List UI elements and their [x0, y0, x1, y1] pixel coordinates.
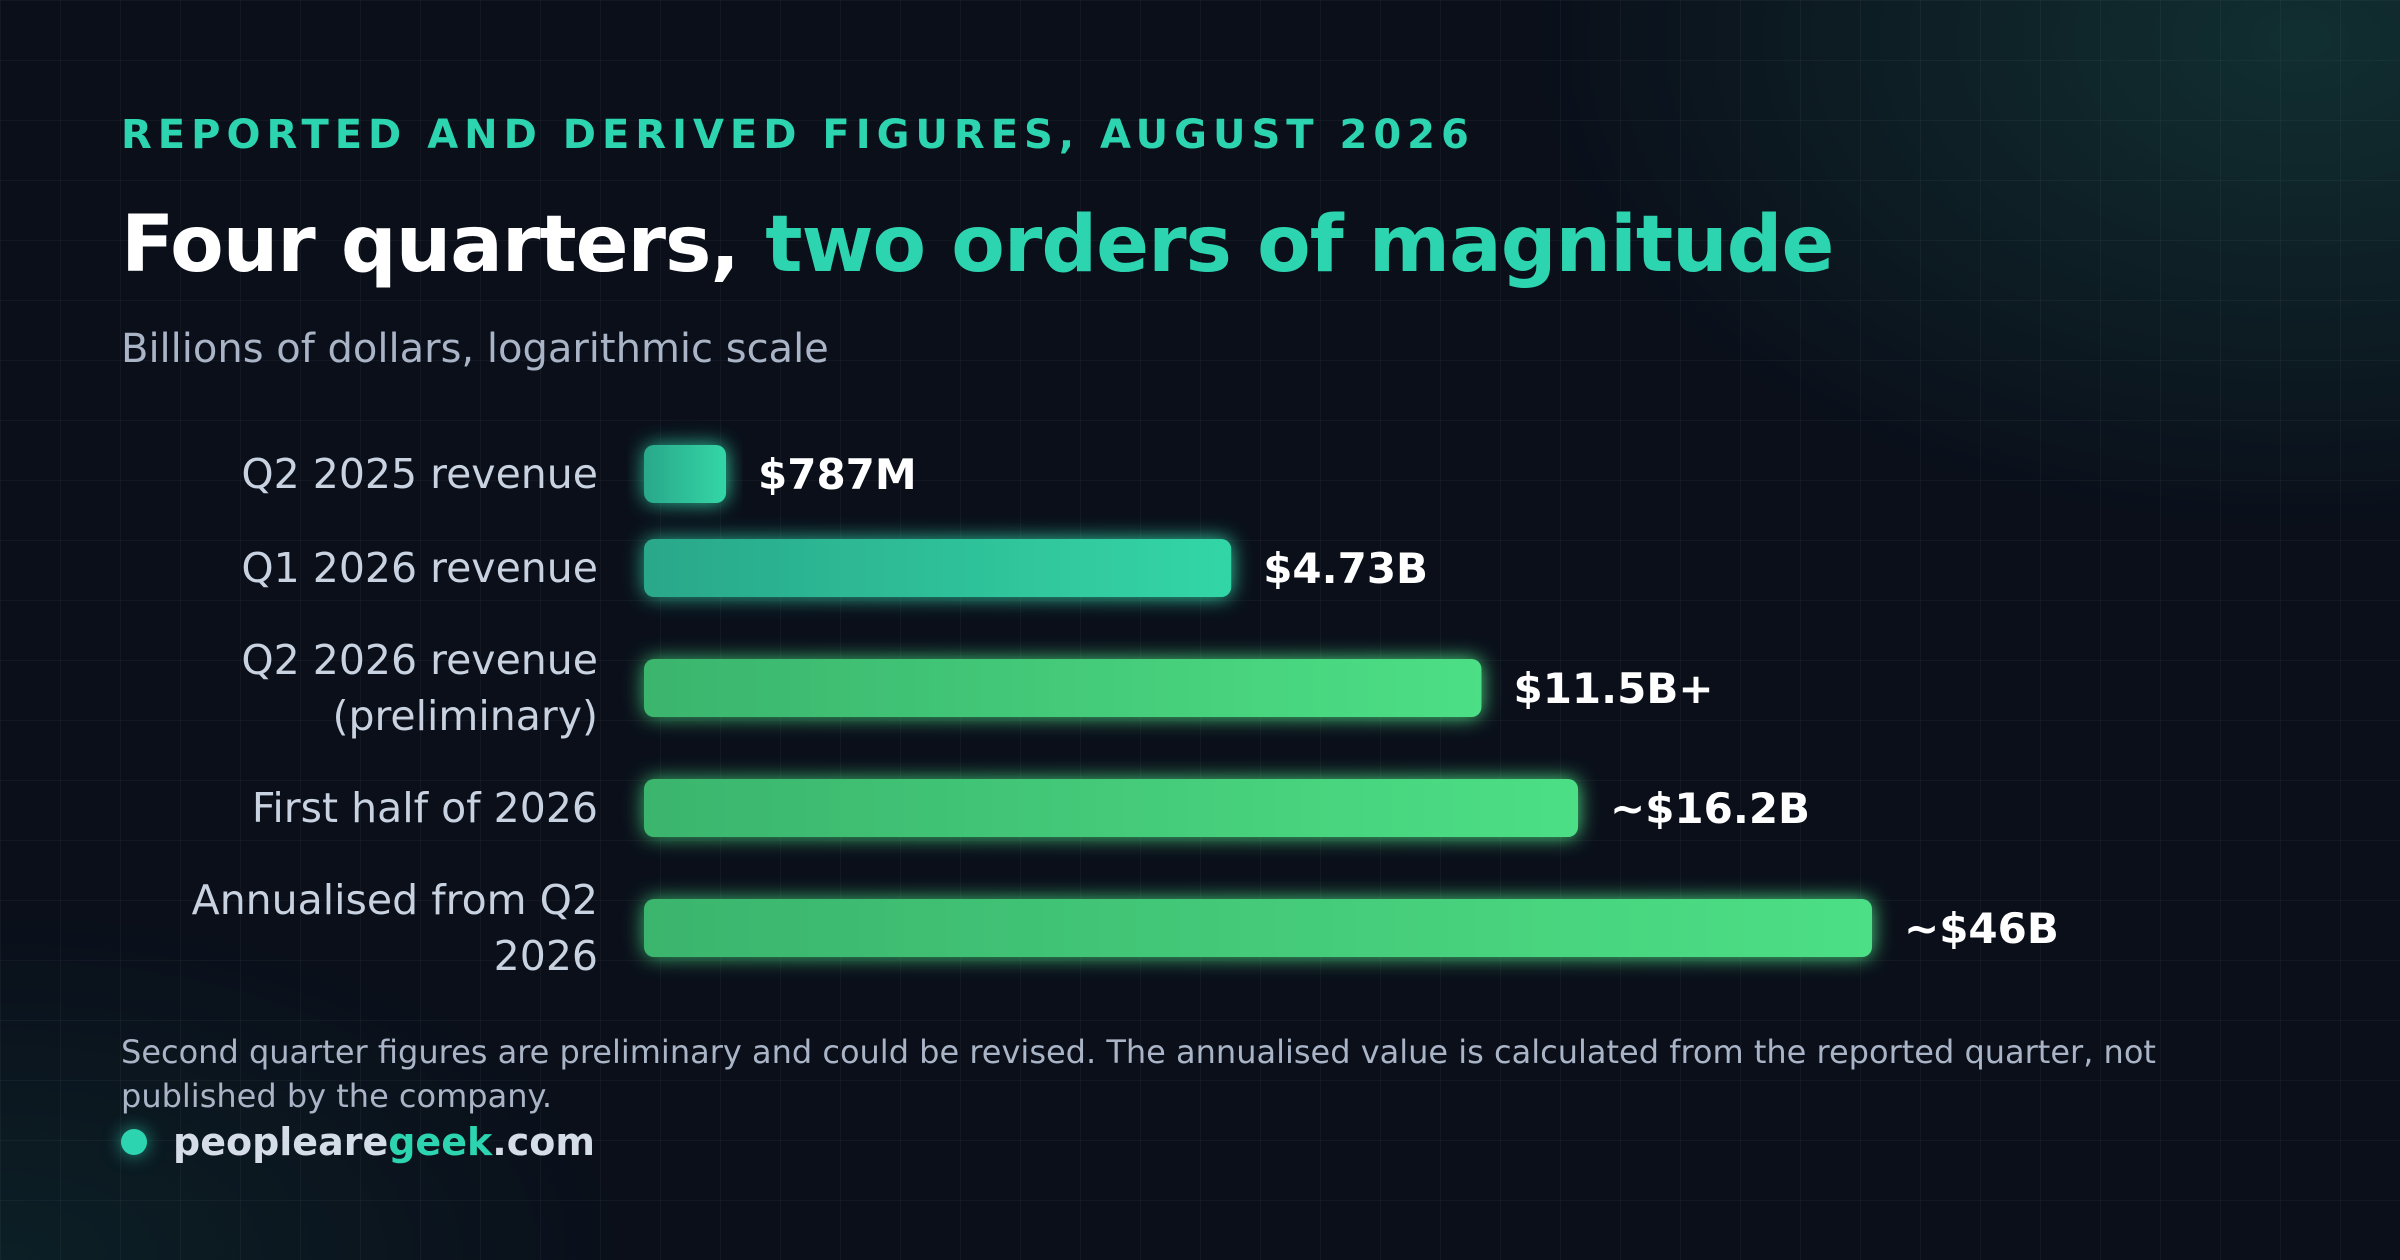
- category-label-4: Annualised from Q2 2026: [192, 876, 598, 980]
- category-label-3: First half of 2026: [252, 784, 598, 832]
- brand-dot-icon: [121, 1129, 147, 1155]
- category-label-1: Q1 2026 revenue: [241, 544, 598, 592]
- value-label-2: $11.5B+: [1513, 664, 1713, 713]
- category-label-0: Q2 2025 revenue: [241, 450, 598, 498]
- brand-part2: geek: [388, 1120, 493, 1164]
- value-label-1: $4.73B: [1263, 544, 1428, 593]
- brand-text: peoplearegeek.com: [173, 1120, 595, 1164]
- bar-4: [644, 899, 1872, 957]
- bar-2: [644, 659, 1482, 717]
- bar-3: [644, 779, 1579, 837]
- chart-subtitle: Billions of dollars, logarithmic scale: [121, 326, 829, 372]
- brand: peoplearegeek.com: [121, 1120, 595, 1164]
- value-label-3: ~$16.2B: [1610, 784, 1810, 833]
- chart-title: Four quarters, two orders of magnitude: [121, 200, 1834, 290]
- title-lead: Four quarters,: [121, 200, 766, 290]
- bar-0: [644, 445, 726, 503]
- value-label-4: ~$46B: [1904, 904, 2059, 953]
- category-label-2: Q2 2026 revenue (preliminary): [241, 636, 598, 740]
- brand-part3: .com: [492, 1120, 595, 1164]
- bar-1: [644, 539, 1232, 597]
- footnote: Second quarter figures are preliminary a…: [121, 1033, 2156, 1115]
- brand-part1: peopleare: [173, 1120, 389, 1164]
- eyebrow-label: REPORTED AND DERIVED FIGURES, AUGUST 202…: [121, 112, 1475, 158]
- title-accent: two orders of magnitude: [765, 200, 1834, 290]
- value-label-0: $787M: [758, 450, 917, 499]
